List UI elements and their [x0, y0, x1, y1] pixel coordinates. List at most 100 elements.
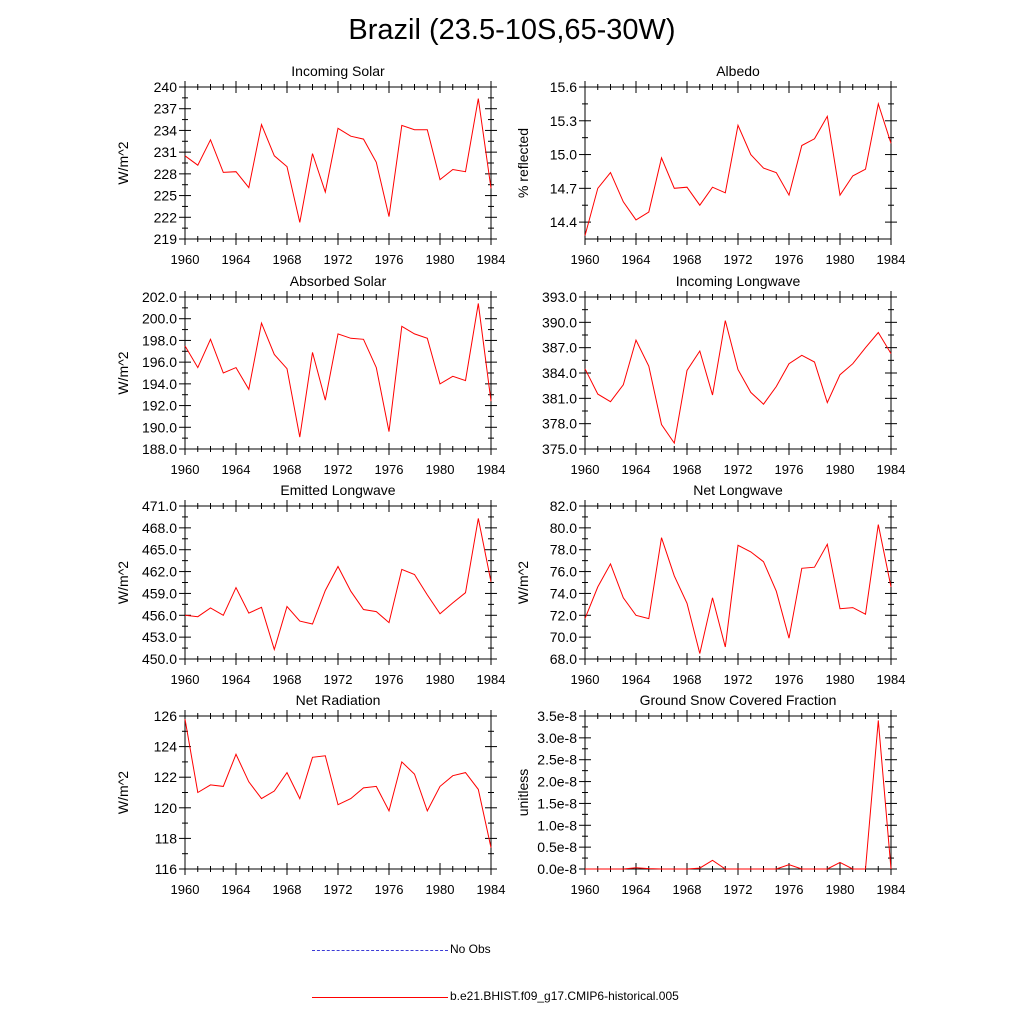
y-tick-label: 222 — [154, 209, 178, 225]
plot-frame — [184, 715, 492, 870]
y-tick-label: 471.0 — [142, 498, 177, 514]
x-tick-label: 1960 — [171, 462, 200, 477]
x-tick-label: 1976 — [375, 462, 404, 477]
x-tick-label: 1964 — [622, 672, 651, 687]
y-tick-label: 82.0 — [550, 498, 577, 514]
x-tick-label: 1984 — [477, 882, 506, 897]
x-tick-label: 1980 — [426, 462, 455, 477]
panel-net-radiation: Net Radiation 1960 1964 1968 1972 1976 1980 198… — [115, 692, 505, 897]
plot-frame — [184, 296, 492, 450]
panel-title: Albedo — [716, 63, 760, 79]
y-tick-label: 228 — [154, 166, 178, 182]
x-tick-label: 1980 — [826, 462, 855, 477]
legend-label: No Obs — [450, 942, 491, 956]
x-tick-label: 1976 — [375, 882, 404, 897]
y-tick-label: 378.0 — [542, 416, 577, 432]
panel-emitted-longwave: Emitted Longwave 1960 1964 1968 1972 1976 1980… — [115, 482, 505, 687]
x-tick-label: 1972 — [724, 462, 753, 477]
x-tick-label: 1960 — [571, 672, 600, 687]
y-axis-label: W/m^2 — [115, 141, 131, 184]
y-tick-label: 126 — [154, 708, 178, 724]
y-tick-label: 225 — [154, 188, 178, 204]
x-tick-label: 1964 — [222, 882, 251, 897]
plot-frame — [184, 86, 492, 240]
x-tick-label: 1980 — [826, 882, 855, 897]
x-tick-label: 1964 — [222, 462, 251, 477]
legend-dashed-swatch — [312, 950, 448, 951]
series-line-incoming-solar — [184, 98, 492, 223]
y-tick-label: 234 — [154, 122, 178, 138]
y-axis-label: W/m^2 — [515, 561, 531, 604]
x-tick-label: 1972 — [324, 252, 353, 267]
series-line-net-longwave — [584, 524, 892, 654]
y-tick-label: 198.0 — [142, 332, 177, 348]
panel-absorbed-solar: Absorbed Solar 1960 1964 1968 1972 1976 1980 19… — [115, 273, 505, 477]
x-tick-label: 1980 — [426, 252, 455, 267]
y-tick-label: 240 — [154, 79, 178, 95]
y-tick-label: 453.0 — [142, 629, 177, 645]
panel-title: Ground Snow Covered Fraction — [640, 692, 837, 708]
x-tick-label: 1964 — [622, 462, 651, 477]
series-line-ground-snow-covered-fraction — [585, 720, 892, 870]
x-tick-label: 1972 — [724, 672, 753, 687]
y-tick-label: 15.0 — [550, 147, 577, 163]
x-tick-label: 1960 — [571, 462, 600, 477]
y-tick-label: 116 — [155, 861, 178, 877]
x-tick-label: 1984 — [877, 462, 906, 477]
x-tick-label: 1976 — [775, 462, 804, 477]
series-line-absorbed-solar — [184, 303, 492, 438]
plot-frame — [584, 505, 892, 660]
y-tick-label: 2.5e-8 — [537, 752, 577, 768]
x-tick-label: 1984 — [477, 672, 506, 687]
y-axis-label: unitless — [515, 769, 531, 816]
y-tick-label: 120 — [154, 800, 178, 816]
y-tick-label: 70.0 — [550, 629, 577, 645]
y-tick-label: 196.0 — [142, 354, 177, 370]
x-tick-label: 1964 — [222, 672, 251, 687]
y-tick-label: 468.0 — [142, 520, 177, 536]
series-line-albedo — [584, 101, 892, 236]
y-tick-label: 459.0 — [142, 585, 177, 601]
x-tick-label: 1968 — [673, 252, 702, 267]
y-tick-label: 122 — [154, 769, 178, 785]
y-tick-label: 393.0 — [542, 289, 577, 305]
y-axis-label: W/m^2 — [115, 561, 131, 604]
panel-title: Net Longwave — [693, 482, 783, 498]
x-tick-label: 1980 — [426, 672, 455, 687]
x-tick-label: 1976 — [375, 672, 404, 687]
y-tick-label: 450.0 — [142, 651, 177, 667]
y-tick-label: 237 — [154, 101, 178, 117]
x-tick-label: 1964 — [222, 252, 251, 267]
plot-frame — [584, 86, 892, 240]
y-tick-label: 390.0 — [542, 314, 577, 330]
legend-label: b.e21.BHIST.f09_g17.CMIP6-historical.005 — [450, 989, 679, 1003]
x-tick-label: 1960 — [571, 882, 600, 897]
y-tick-label: 118 — [155, 830, 178, 846]
y-tick-label: 74.0 — [550, 585, 577, 601]
panel-title: Incoming Solar — [291, 63, 385, 79]
plot-frame — [184, 505, 492, 660]
x-tick-label: 1980 — [826, 672, 855, 687]
y-tick-label: 2.0e-8 — [537, 774, 577, 790]
y-tick-label: 1.0e-8 — [537, 817, 577, 833]
y-tick-label: 219 — [154, 231, 178, 247]
legend-solid-swatch — [312, 997, 448, 998]
y-tick-label: 76.0 — [550, 564, 577, 580]
x-tick-label: 1968 — [673, 672, 702, 687]
y-axis-label: % reflected — [515, 128, 531, 198]
x-tick-label: 1984 — [877, 672, 906, 687]
y-tick-label: 14.4 — [550, 214, 577, 230]
y-tick-label: 381.0 — [542, 390, 577, 406]
y-tick-label: 387.0 — [542, 340, 577, 356]
y-tick-label: 68.0 — [550, 651, 577, 667]
x-tick-label: 1972 — [324, 672, 353, 687]
y-tick-label: 188.0 — [142, 441, 177, 457]
x-tick-label: 1972 — [324, 882, 353, 897]
y-tick-label: 3.5e-8 — [537, 708, 577, 724]
y-tick-label: 3.0e-8 — [537, 730, 577, 746]
x-tick-label: 1960 — [571, 252, 600, 267]
x-tick-label: 1968 — [673, 882, 702, 897]
x-tick-label: 1984 — [877, 252, 906, 267]
x-tick-label: 1968 — [273, 672, 302, 687]
